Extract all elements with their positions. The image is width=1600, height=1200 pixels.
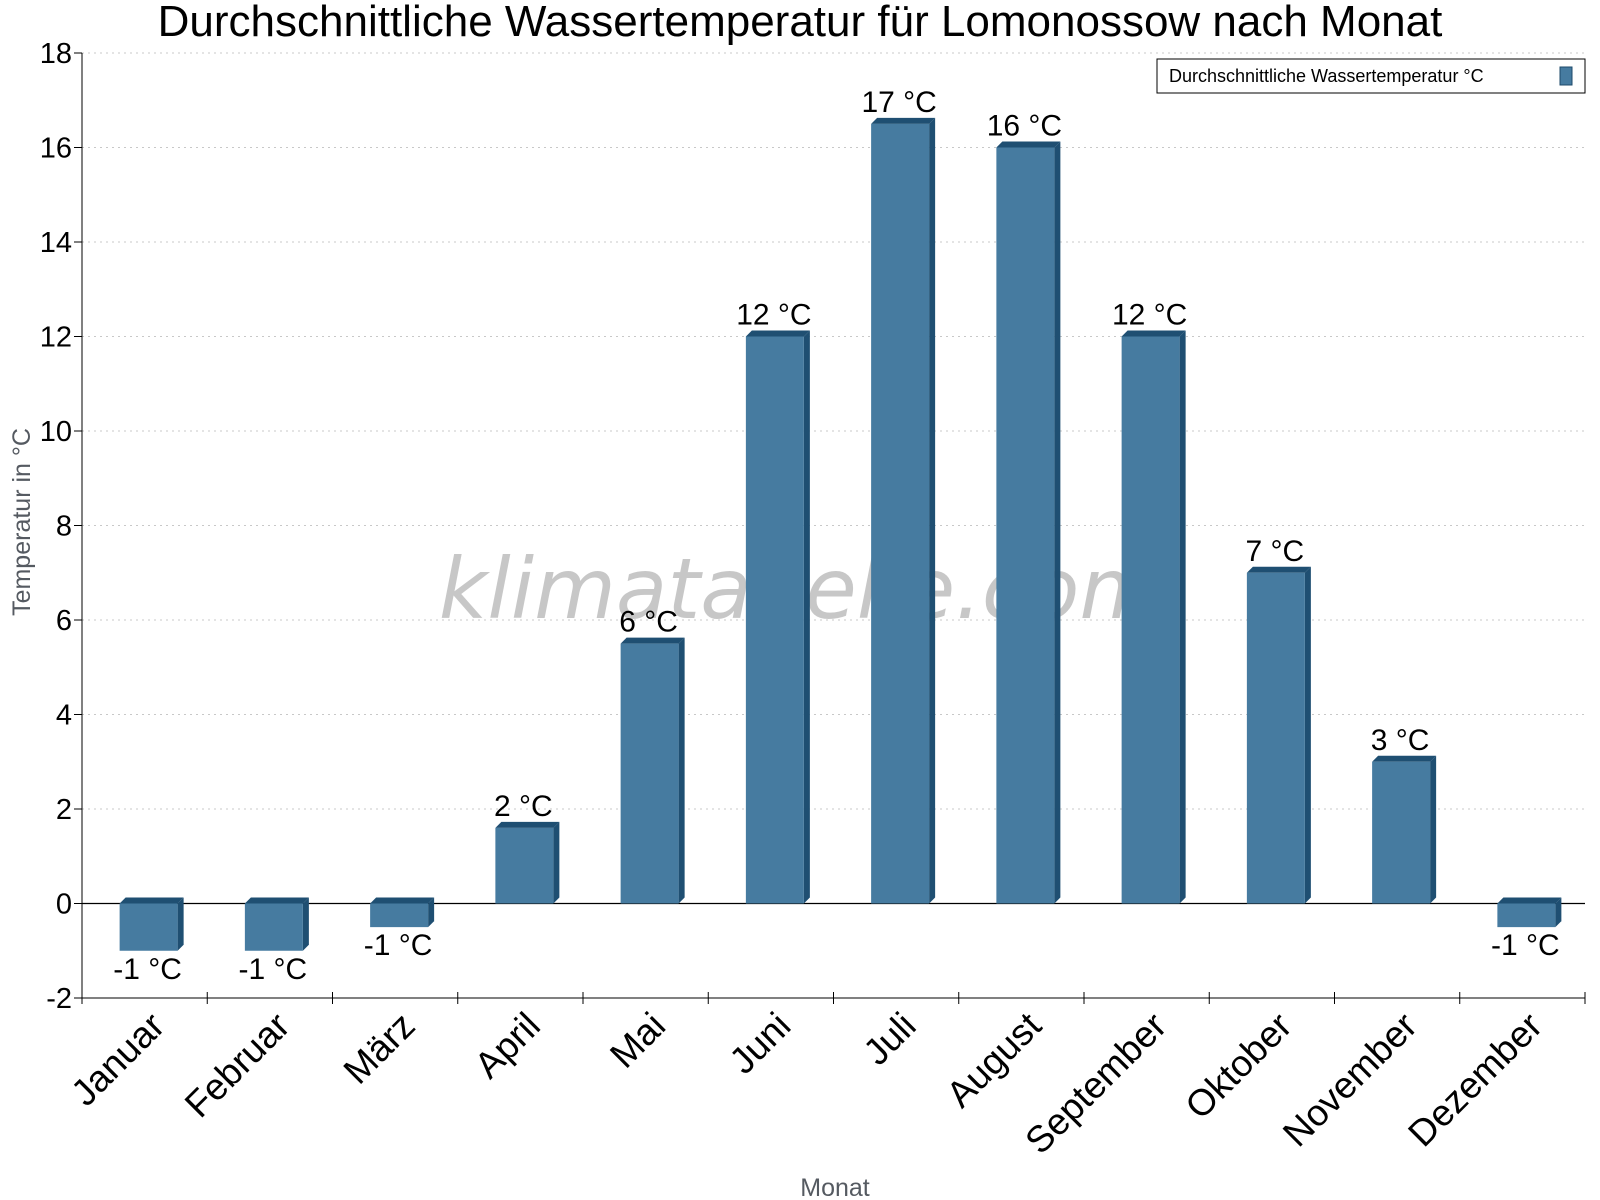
x-tick-label: Oktober — [1177, 1005, 1299, 1127]
bar-top — [370, 897, 435, 904]
bar-top — [1121, 330, 1186, 337]
bar-6 — [745, 330, 810, 904]
bar-front — [370, 903, 429, 928]
bar-top — [996, 141, 1061, 148]
x-tick-label: März — [336, 1005, 423, 1092]
legend-label: Durchschnittliche Wassertemperatur °C — [1169, 66, 1484, 86]
data-label: -1 °C — [1491, 929, 1560, 962]
y-tick-label: 18 — [40, 38, 72, 70]
bar-side — [553, 821, 560, 904]
y-tick-label: 16 — [40, 133, 72, 165]
bar-top — [1246, 566, 1311, 573]
data-label: -1 °C — [364, 929, 433, 962]
axes — [74, 52, 1586, 1004]
bar-front — [745, 336, 804, 904]
x-tick-label: April — [467, 1005, 548, 1086]
y-tick-label: 2 — [56, 794, 72, 826]
y-tick-label: 10 — [40, 416, 72, 448]
bar-side — [428, 897, 435, 928]
y-tick-label: 8 — [56, 511, 72, 543]
bar-top — [1497, 897, 1562, 904]
data-label: 12 °C — [1112, 299, 1187, 332]
data-label: -1 °C — [113, 953, 182, 986]
y-tick-label: 14 — [40, 227, 72, 259]
bar-side — [302, 897, 309, 951]
y-tick-label: 12 — [40, 322, 72, 354]
bar-top — [244, 897, 309, 904]
bar-side — [1179, 330, 1186, 904]
y-tick-label: -2 — [46, 983, 72, 1015]
data-label: 6 °C — [619, 606, 678, 639]
bar-top — [119, 897, 184, 904]
x-tick-label: Juni — [722, 1005, 799, 1082]
data-label: 16 °C — [987, 110, 1062, 143]
bar-2 — [244, 897, 309, 951]
bar-side — [177, 897, 184, 951]
bar-front — [1497, 903, 1556, 928]
bar-8 — [996, 141, 1061, 904]
bar-top — [620, 637, 685, 644]
bar-4 — [495, 821, 560, 904]
data-label: -1 °C — [239, 953, 308, 986]
y-tick-label: 4 — [56, 700, 72, 732]
chart-title: Durchschnittliche Wassertemperatur für L… — [158, 0, 1443, 46]
x-tick-label: Juli — [856, 1005, 924, 1073]
bar-front — [620, 643, 679, 904]
bar-front — [996, 147, 1055, 904]
data-label: 2 °C — [494, 790, 553, 823]
bar-top — [871, 117, 936, 124]
bar-side — [803, 330, 810, 904]
legend-swatch — [1559, 66, 1573, 86]
bar-9 — [1121, 330, 1186, 904]
y-axis-title: Temperatur in °C — [8, 428, 36, 616]
data-label: 17 °C — [861, 86, 936, 119]
bar-side — [678, 637, 685, 904]
x-tick-label: Februar — [177, 1005, 298, 1126]
bar-top — [745, 330, 810, 337]
x-tick-label: August — [939, 1004, 1050, 1115]
bar-side — [1054, 141, 1061, 904]
data-label: 7 °C — [1246, 535, 1305, 568]
bar-side — [1304, 566, 1311, 904]
data-label: 3 °C — [1371, 724, 1430, 757]
legend-box — [1156, 58, 1586, 94]
data-labels: -1 °C -1 °C -1 °C 2 °C 6 °C 12 °C 17 °C 16 °C 12… — [113, 86, 1559, 986]
x-tick-label: Mai — [602, 1005, 673, 1076]
x-tick-label: November — [1275, 1005, 1425, 1155]
x-axis-title: Monat — [800, 1174, 870, 1200]
bar-11 — [1372, 755, 1437, 904]
bar-side — [929, 117, 936, 904]
bar-front — [119, 903, 178, 951]
bar-10 — [1246, 566, 1311, 904]
bars — [119, 117, 1562, 951]
bar-front — [1121, 336, 1180, 904]
bar-top — [1372, 755, 1437, 762]
grid-lines — [82, 52, 1585, 999]
y-tick-label: 0 — [56, 889, 72, 921]
bar-1 — [119, 897, 184, 951]
bar-side — [1430, 755, 1437, 904]
bar-top — [495, 821, 560, 828]
bar-side — [1555, 897, 1562, 928]
bar-3 — [370, 897, 435, 928]
bar-5 — [620, 637, 685, 904]
bar-front — [1246, 572, 1305, 904]
bar-7 — [871, 117, 936, 904]
bar-front — [244, 903, 303, 951]
x-tick-label: Januar — [63, 1005, 172, 1114]
bar-12 — [1497, 897, 1562, 928]
legend: Durchschnittliche Wassertemperatur °C — [1156, 58, 1586, 94]
y-tick-label: 6 — [56, 605, 72, 637]
bar-front — [495, 827, 554, 904]
x-tick-label: Dezember — [1400, 1005, 1550, 1155]
data-label: 12 °C — [736, 299, 811, 332]
bar-front — [871, 123, 930, 904]
bar-front — [1372, 761, 1431, 904]
